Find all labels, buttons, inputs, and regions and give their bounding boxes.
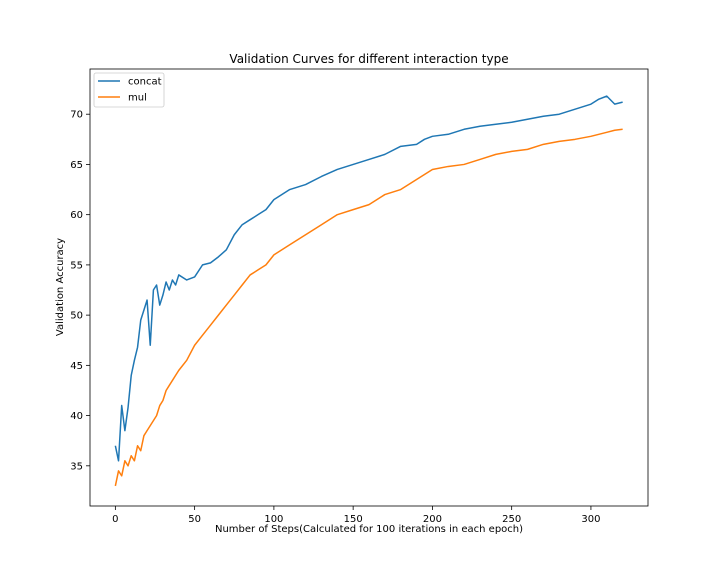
series-line-mul [114,128,623,487]
x-tick-label: 100 [264,514,283,525]
x-tick-label: 300 [581,514,600,525]
legend-label-concat: concat [128,77,162,88]
y-tick-label: 40 [70,411,83,422]
y-tick-label: 45 [70,361,83,372]
series-line-concat [114,95,623,462]
x-tick-label: 150 [344,514,363,525]
y-tick-label: 70 [70,110,83,121]
y-tick-label: 60 [70,210,83,221]
y-tick-label: 65 [70,160,83,171]
x-tick-label: 250 [502,514,521,525]
axes-frame [89,68,649,507]
y-tick-label: 55 [70,260,83,271]
series-layer [114,95,623,487]
x-tick-label: 50 [188,514,201,525]
y-tick-label: 35 [70,461,83,472]
legend-label-mul: mul [128,93,147,104]
legend: concat mul [93,72,165,108]
x-tick-label: 200 [423,514,442,525]
x-tick-label: 0 [112,514,118,525]
y-tick-label: 50 [70,311,83,322]
x-axis-label: Number of Steps(Calculated for 100 itera… [215,524,523,535]
y-axis-ticks: 35 40 45 50 55 60 65 70 [70,110,90,472]
x-axis-ticks: 0 50 100 150 200 250 300 [112,506,600,525]
chart-title: Validation Curves for different interact… [229,52,508,66]
y-axis-label: Validation Accuracy [55,238,66,336]
legend-items: concat mul [98,77,162,104]
plot-area [89,68,649,507]
